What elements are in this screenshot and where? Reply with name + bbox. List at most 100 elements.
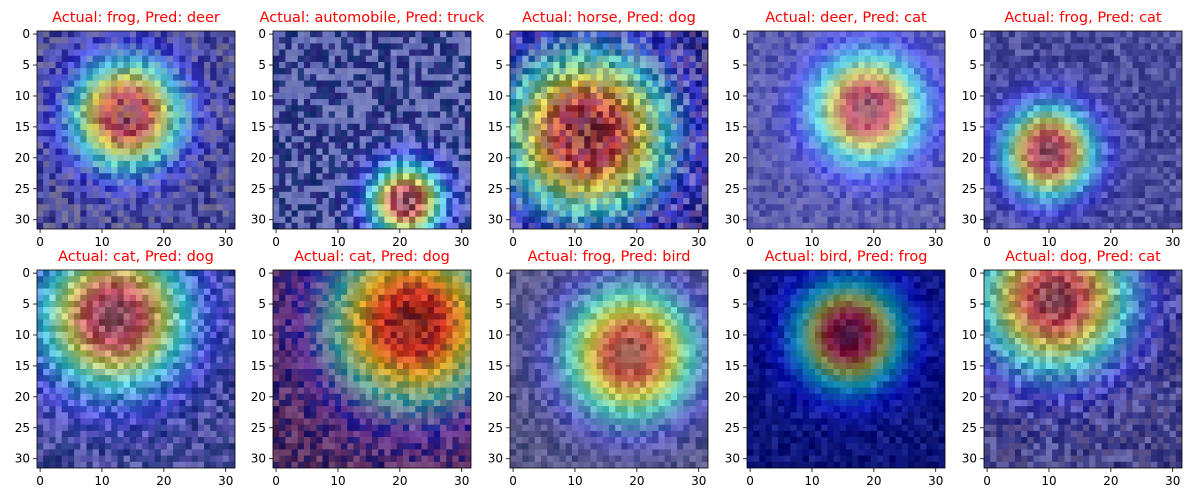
pixel-cell: [279, 204, 286, 211]
pixel-cell: [105, 142, 112, 149]
pixel-cell: [609, 210, 616, 218]
pixel-cell: [197, 185, 205, 193]
pixel-cell: [365, 167, 373, 174]
pixel-cell: [796, 61, 804, 69]
pixel-cell: [753, 117, 760, 125]
pixel-cell: [160, 198, 168, 205]
pixel-cell: [390, 191, 398, 199]
pixel-cell: [1083, 130, 1090, 137]
pixel-cell: [839, 154, 847, 162]
pixel-cell: [889, 31, 896, 38]
pixel-cell: [858, 92, 865, 100]
pixel-cell: [353, 167, 361, 174]
pixel-cell: [446, 179, 453, 187]
pixel-cell: [883, 191, 890, 199]
pixel-cell: [166, 148, 174, 156]
pixel-cell: [1039, 179, 1047, 187]
pixel-cell: [596, 154, 604, 162]
pixel-cell: [646, 123, 653, 131]
pixel-cell: [390, 61, 398, 69]
pixel-cell: [510, 37, 517, 44]
pixel-cell: [365, 191, 373, 199]
pixel-cell: [1107, 117, 1115, 125]
pixel-cell: [1014, 61, 1022, 69]
pixel-cell: [670, 111, 678, 119]
pixel-cell: [914, 117, 921, 125]
pixel-cell: [559, 80, 567, 88]
pixel-cell: [596, 191, 604, 199]
pixel-cell: [136, 92, 143, 100]
pixel-cell: [173, 123, 180, 131]
pixel-cell: [372, 61, 379, 69]
pixel-cell: [303, 55, 311, 63]
pixel-cell: [1113, 130, 1121, 137]
pixel-cell: [433, 92, 441, 100]
pixel-cell: [547, 154, 554, 162]
pixel-cell: [553, 130, 560, 137]
pixel-cell: [590, 160, 598, 168]
pixel-cell: [303, 92, 311, 100]
pixel-cell: [297, 55, 305, 63]
pixel-cell: [285, 123, 292, 131]
pixel-cell: [1101, 111, 1109, 119]
pixel-cell: [771, 86, 779, 94]
pixel-cell: [433, 55, 441, 63]
pixel-cell: [197, 92, 205, 100]
pixel-cell: [609, 74, 616, 81]
pixel-cell: [378, 55, 385, 63]
axes-frame: [746, 30, 946, 230]
pixel-cell: [452, 198, 460, 205]
pixel-cell: [1052, 86, 1059, 94]
pixel-cell: [440, 210, 447, 218]
pixel-cell: [683, 80, 690, 88]
pixel-cell: [914, 80, 921, 88]
pixel-cell: [160, 111, 168, 119]
pixel-cell: [639, 191, 647, 199]
pixel-cell: [222, 198, 230, 205]
pixel-cell: [565, 130, 573, 137]
pixel-cell: [1076, 167, 1084, 174]
pixel-cell: [753, 173, 760, 180]
pixel-cell: [627, 160, 635, 168]
pixel-cell: [421, 216, 429, 224]
pixel-cell: [359, 68, 367, 75]
pixel-cell: [415, 92, 422, 100]
pixel-cell: [228, 92, 235, 100]
pixel-cell: [1151, 61, 1158, 69]
pixel-cell: [528, 148, 536, 156]
pixel-cell: [701, 80, 708, 88]
pixel-cell: [117, 198, 125, 205]
pixel-cell: [55, 179, 63, 187]
pixel-cell: [111, 136, 118, 143]
pixel-cell: [291, 80, 299, 88]
pixel-cell: [883, 55, 890, 63]
pixel-cell: [802, 123, 810, 131]
pixel-cell: [833, 117, 841, 125]
pixel-cell: [316, 111, 323, 119]
pixel-cell: [889, 198, 896, 205]
pixel-cell: [372, 210, 379, 218]
y-tick-label: 25: [488, 182, 503, 196]
pixel-cell: [1083, 179, 1090, 187]
pixel-cell: [1144, 43, 1152, 50]
pixel-cell: [334, 123, 342, 131]
pixel-cell: [1144, 74, 1152, 81]
pixel-cell: [160, 68, 168, 75]
pixel-cell: [777, 222, 785, 229]
pixel-cell: [984, 37, 991, 44]
pixel-cell: [378, 167, 385, 174]
pixel-cell: [303, 154, 311, 162]
pixel-cell: [1151, 49, 1158, 57]
pixel-cell: [191, 154, 199, 162]
pixel-cell: [1014, 123, 1022, 131]
pixel-cell: [191, 222, 199, 229]
pixel-cell: [547, 74, 554, 81]
pixel-cell: [895, 31, 903, 38]
pixel-cell: [228, 111, 235, 119]
pixel-cell: [49, 55, 56, 63]
pixel-cell: [210, 173, 217, 180]
pixel-cell: [74, 31, 81, 38]
pixel-cell: [402, 111, 410, 119]
pixel-cell: [421, 130, 429, 137]
pixel-cell: [590, 142, 598, 149]
